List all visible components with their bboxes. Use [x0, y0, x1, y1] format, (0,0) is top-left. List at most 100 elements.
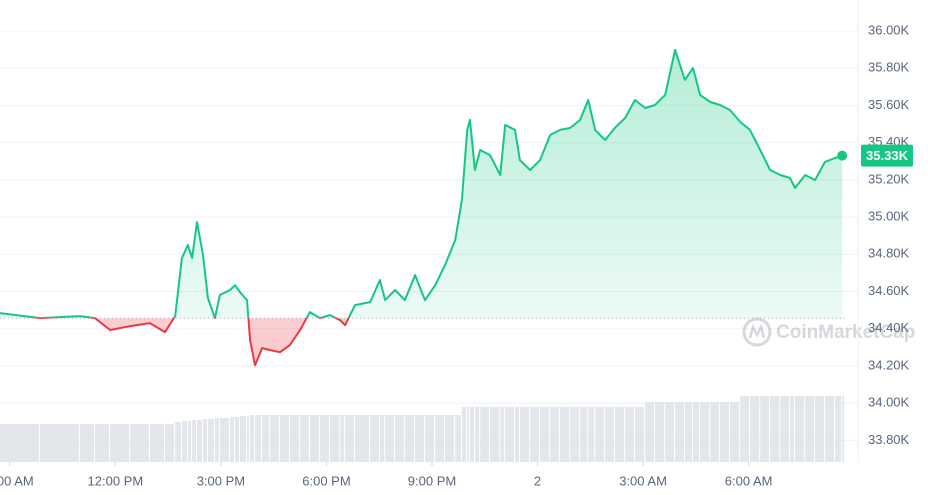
volume-bar	[750, 396, 760, 462]
volume-bar	[614, 407, 625, 462]
y-tick-label: 35.00K	[868, 208, 910, 223]
volume-bar	[684, 402, 693, 462]
volume-bar	[665, 402, 675, 462]
y-tick-label: 34.20K	[868, 357, 910, 372]
volume-bar	[675, 402, 684, 462]
volume-bar	[175, 422, 181, 462]
volume-bar	[835, 396, 842, 462]
volume-bar	[219, 418, 230, 462]
x-tick-label: 6:00 AM	[725, 473, 773, 488]
volume-bar	[505, 407, 515, 462]
volume-bar	[625, 407, 634, 462]
volume-bar	[634, 407, 645, 462]
volume-bar	[729, 402, 740, 462]
volume-bar	[262, 415, 270, 462]
volume-bar	[580, 407, 588, 462]
volume-bar	[239, 416, 246, 462]
x-tick-label: 3:00 PM	[197, 473, 245, 488]
volume-bar	[230, 417, 234, 462]
volume-bar	[740, 396, 750, 462]
volume-bar	[270, 415, 280, 462]
y-tick-label: 34.00K	[868, 395, 910, 410]
volume-bar	[455, 415, 461, 462]
volume-bar	[570, 407, 580, 462]
volume-bar	[790, 396, 795, 462]
volume-bar	[207, 419, 214, 462]
volume-bar	[760, 396, 770, 462]
volume-bar	[842, 396, 844, 462]
volume-bar	[480, 407, 490, 462]
y-tick-label: 34.40K	[868, 320, 910, 335]
volume-bar	[415, 415, 424, 462]
volume-bar	[461, 407, 467, 462]
volume-bar	[234, 417, 239, 462]
volume-bar	[469, 407, 474, 462]
volume-bar	[824, 396, 835, 462]
volume-bar	[197, 420, 202, 462]
volume-bar	[645, 402, 655, 462]
volume-bar	[214, 418, 219, 462]
area-up	[0, 49, 843, 319]
y-tick-label: 33.80K	[868, 432, 910, 447]
y-tick-label: 35.20K	[868, 171, 910, 186]
volume-bar	[805, 396, 815, 462]
volume-bar	[560, 407, 570, 462]
volume-bar	[780, 396, 790, 462]
x-tick-label: 3:00 AM	[619, 473, 667, 488]
y-tick-label: 34.80K	[868, 246, 910, 261]
volume-bar	[289, 415, 300, 462]
volume-bar	[655, 402, 665, 462]
volume-bar	[110, 424, 130, 462]
volume-bar	[424, 415, 435, 462]
volume-bar	[474, 407, 480, 462]
volume-bar	[815, 396, 824, 462]
volume-bar	[539, 407, 550, 462]
volume-bar	[246, 416, 250, 462]
x-tick-label: 9:00 AM	[0, 473, 34, 488]
volume-bar	[164, 424, 175, 462]
volume-bar	[300, 415, 309, 462]
volume-bar	[202, 419, 207, 462]
plot-layer	[0, 48, 848, 367]
volume-bar	[354, 415, 370, 462]
volume-bar	[379, 415, 385, 462]
volume-bar	[404, 415, 415, 462]
volume-bar	[309, 415, 320, 462]
volume-bar	[710, 402, 720, 462]
volume-bar	[192, 420, 197, 462]
y-tick-label: 35.60K	[868, 97, 910, 112]
volume-bar	[79, 424, 94, 462]
volume-bar	[40, 424, 79, 462]
volume-bar	[693, 402, 700, 462]
volume-bar	[519, 407, 530, 462]
volume-bar	[395, 415, 404, 462]
x-tick-label: 2	[534, 473, 541, 488]
watermark-logo-mark	[748, 323, 766, 339]
volume-bar	[720, 402, 729, 462]
x-tick-label: 6:00 PM	[302, 473, 350, 488]
y-tick-label: 34.60K	[868, 283, 910, 298]
y-tick-label: 35.80K	[868, 60, 910, 75]
y-tick-label: 36.00K	[868, 22, 910, 37]
volume-bar	[700, 402, 710, 462]
volume-bar	[130, 424, 149, 462]
volume-bar	[340, 415, 345, 462]
volume-bar	[385, 415, 395, 462]
volume-bar	[329, 415, 340, 462]
last-point	[837, 150, 848, 161]
watermark-text: CoinMarketCap	[776, 322, 915, 343]
volume-bar	[490, 407, 500, 462]
volume-bar	[588, 407, 595, 462]
volume-bar	[550, 407, 560, 462]
volume-bar	[345, 415, 354, 462]
axis-layer: 33.80K 34.00K 34.20K 34.40K 34.60K 34.80K 35.0…	[0, 22, 913, 488]
volume-bar	[770, 396, 780, 462]
volume-bar	[445, 415, 455, 462]
volume-bar	[530, 407, 539, 462]
watermark-logo	[742, 317, 772, 347]
price-line-up	[0, 48, 843, 319]
volume-bar	[467, 407, 469, 462]
volume-bar	[500, 407, 505, 462]
